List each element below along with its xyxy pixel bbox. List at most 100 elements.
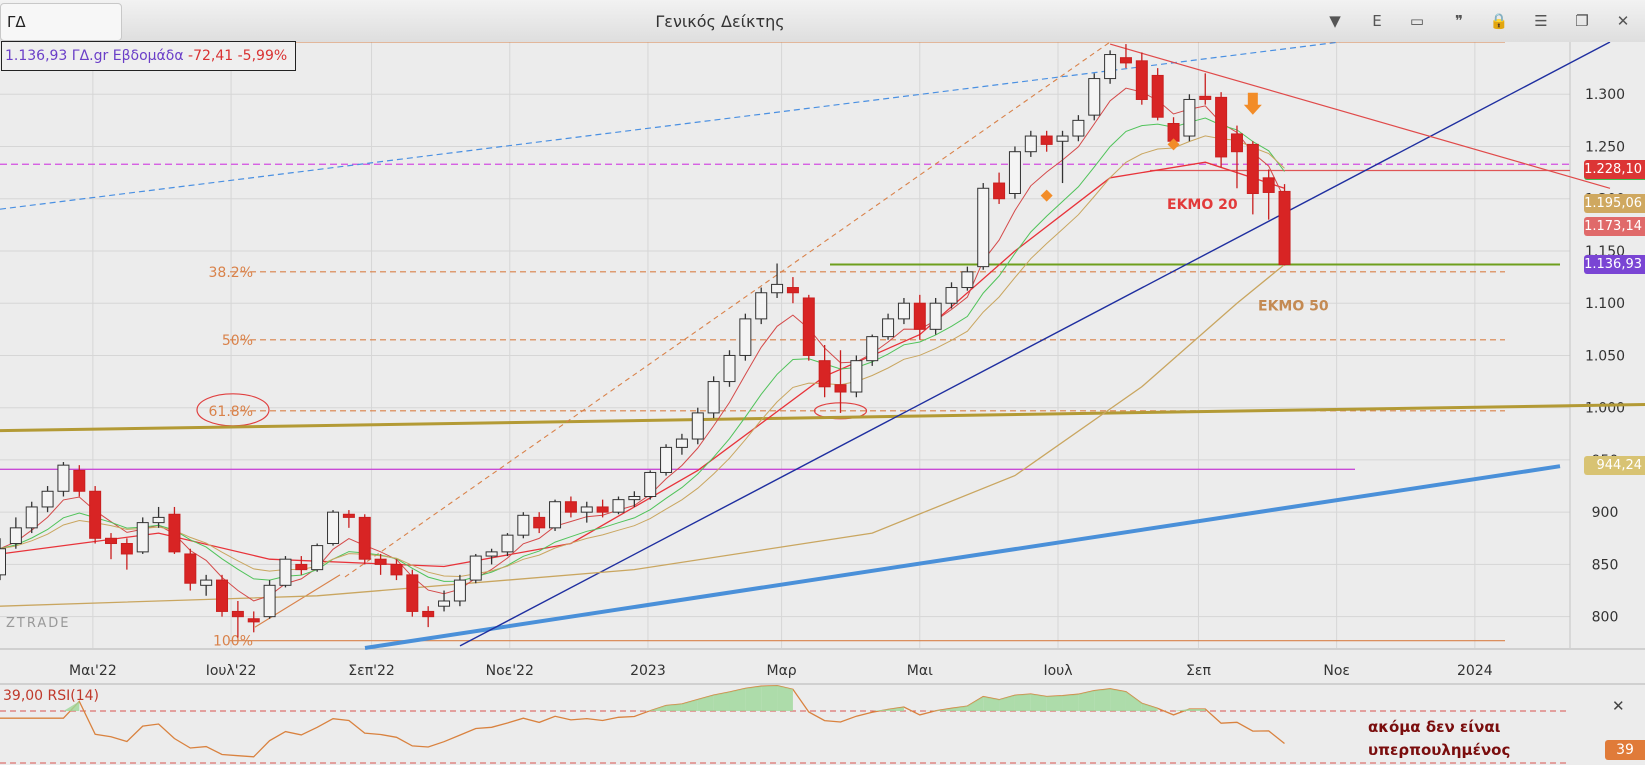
rsi-header: 39,00 RSI(14) xyxy=(3,688,100,704)
layout-icon[interactable]: ▭ xyxy=(1409,12,1425,30)
x-tick-label: Σεπ'22 xyxy=(348,663,395,679)
candle-body xyxy=(533,516,546,529)
candle-body xyxy=(628,496,641,501)
candle-body xyxy=(707,381,720,414)
rsi-overbought-fill xyxy=(666,703,682,711)
quote-icon[interactable]: ❞ xyxy=(1454,12,1464,30)
x-tick-label: Νοε'22 xyxy=(486,663,534,679)
rsi-overbought-fill xyxy=(999,695,1015,711)
rsi-overbought-fill xyxy=(967,696,984,711)
candle-body xyxy=(564,501,577,513)
restore-icon[interactable]: ❐ xyxy=(1575,12,1589,30)
candle-body xyxy=(945,287,958,304)
close-icon[interactable]: ✕ xyxy=(1616,12,1630,30)
candle-body xyxy=(660,446,673,473)
candle-body xyxy=(89,490,102,539)
ema-line xyxy=(0,263,1285,607)
lock-icon[interactable]: 🔒 xyxy=(1489,12,1509,30)
candle-body xyxy=(802,297,815,356)
candle-body xyxy=(1072,119,1085,137)
candle-body xyxy=(422,610,435,618)
dropdown-icon[interactable]: ▼ xyxy=(1329,12,1341,30)
rsi-overbought-fill xyxy=(697,695,714,711)
price-tag: 1.195,06 xyxy=(1584,194,1645,214)
candle-body xyxy=(152,516,165,524)
price-tag: 1.173,14 xyxy=(1584,217,1645,237)
candle-body xyxy=(1119,57,1132,64)
price-tag: 944,24 xyxy=(1584,456,1645,476)
symbol-field[interactable]: ΓΔ xyxy=(0,3,122,41)
candle-body xyxy=(993,182,1006,200)
signal-diamond xyxy=(1167,138,1180,151)
info-change: -72,41 xyxy=(188,48,234,64)
rsi-overbought-fill xyxy=(729,688,746,711)
candle-body xyxy=(549,501,562,529)
candle-body xyxy=(25,506,38,529)
rsi-value-tag: 39 xyxy=(1605,740,1645,760)
candle-body xyxy=(786,287,799,294)
candle-body xyxy=(501,534,514,553)
x-tick-label: 2023 xyxy=(630,663,666,679)
x-tick-label: Μαι'22 xyxy=(69,663,117,679)
fib-label: 61.8% xyxy=(209,404,253,420)
red-descending-line xyxy=(1109,43,1611,189)
candle-body xyxy=(57,464,70,492)
fib-label: 50% xyxy=(222,333,253,349)
candle-body xyxy=(1008,151,1021,194)
candle-body xyxy=(1151,74,1164,118)
candle-body xyxy=(231,610,244,618)
x-tick-label: Ιουλ'22 xyxy=(206,663,257,679)
e-button[interactable]: E xyxy=(1372,12,1382,30)
candle-body xyxy=(739,318,752,356)
candle-body xyxy=(168,513,181,553)
price-tag: 1.228,10 xyxy=(1584,159,1645,179)
rsi-close-icon[interactable]: ✕ xyxy=(1612,697,1625,715)
x-tick-label: Μαρ xyxy=(767,663,797,679)
info-period: Εβδομάδα xyxy=(112,48,184,64)
candle-body xyxy=(1183,98,1196,137)
rsi-overbought-fill xyxy=(1014,693,1031,711)
y-tick-label: 1.250 xyxy=(1585,139,1625,155)
x-tick-label: Νοε xyxy=(1323,663,1350,679)
candle-body xyxy=(1278,190,1291,266)
candle-body xyxy=(406,574,419,612)
symbol-text: ΓΔ xyxy=(7,13,26,31)
ma-line xyxy=(0,135,1285,578)
info-source: ΓΔ.gr xyxy=(71,48,109,64)
rsi-overbought-fill xyxy=(1110,688,1126,711)
candle-body xyxy=(818,360,831,388)
candle-body xyxy=(73,469,86,492)
candle-body xyxy=(390,563,403,576)
chart-background xyxy=(0,42,1645,765)
candle-body xyxy=(374,558,387,565)
candle-body xyxy=(295,563,308,571)
candle-body xyxy=(644,471,657,497)
x-tick-label: Μαι xyxy=(907,663,933,679)
candle-body xyxy=(1056,135,1069,142)
candle-body xyxy=(771,283,784,294)
candle-body xyxy=(1024,135,1037,153)
y-tick-label: 1.050 xyxy=(1585,348,1625,364)
chart-area[interactable]: 8008509009501.0001.0501.1001.1501.2001.2… xyxy=(0,42,1645,765)
candle-body xyxy=(1135,60,1148,100)
candle-body xyxy=(216,579,229,612)
ma-line xyxy=(0,87,1285,602)
candle-body xyxy=(136,522,149,553)
fib-label: 100% xyxy=(213,634,253,650)
rsi-note-line1: ακόμα δεν είναι xyxy=(1368,718,1501,736)
x-tick-label: 2024 xyxy=(1457,663,1493,679)
info-price: 1.136,93 xyxy=(5,48,68,64)
candle-body xyxy=(41,490,54,508)
menu-icon[interactable]: ☰ xyxy=(1534,12,1548,30)
rsi-overbought-fill xyxy=(713,691,730,711)
rsi-overbought-fill xyxy=(650,705,667,711)
rsi-overbought-fill xyxy=(1125,691,1142,711)
candle-body xyxy=(723,354,736,383)
candle-body xyxy=(882,318,895,338)
candle-body xyxy=(1230,133,1243,153)
y-tick-label: 800 xyxy=(1592,610,1619,626)
rsi-overbought-fill xyxy=(1141,703,1158,711)
rsi-overbought-fill xyxy=(872,709,889,711)
candle-body xyxy=(120,543,133,555)
candle-body xyxy=(311,545,324,571)
